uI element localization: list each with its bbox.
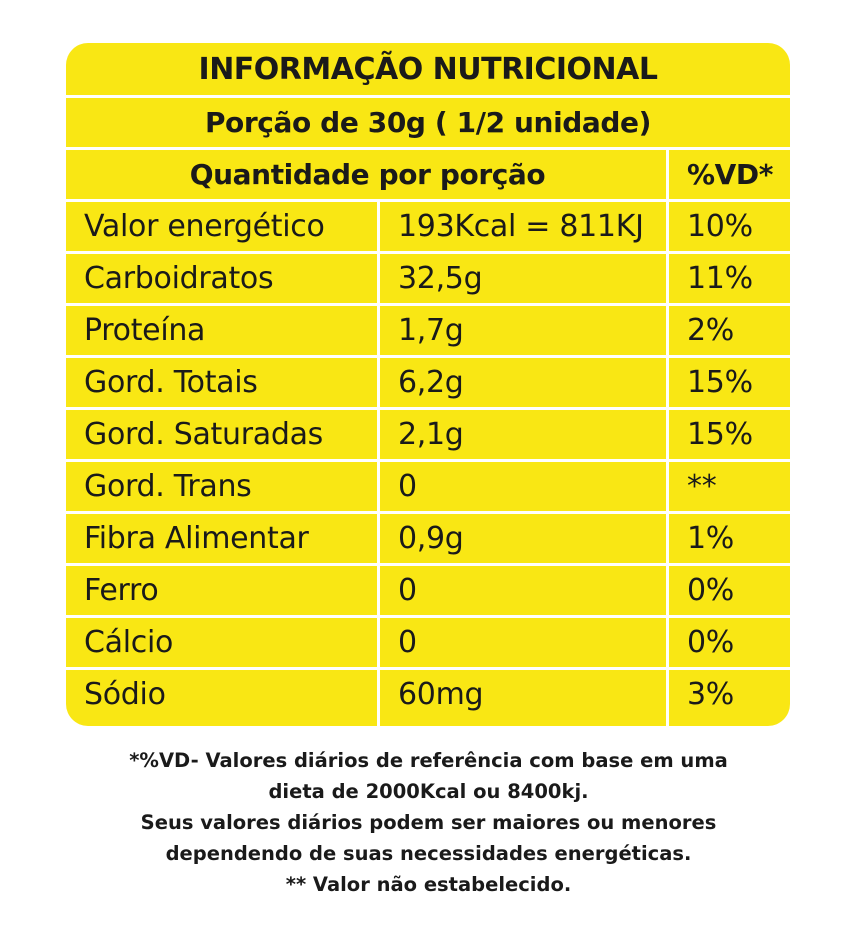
footnote-line: dependendo de suas necessidades energéti… <box>165 842 692 865</box>
nutrient-daily-value: 11% <box>687 261 753 296</box>
nutrient-daily-value: 2% <box>687 313 734 348</box>
table-title-row: INFORMAÇÃO NUTRICIONAL <box>66 43 790 95</box>
table-title: INFORMAÇÃO NUTRICIONAL <box>198 51 658 87</box>
nutrient-quantity: 0,9g <box>398 521 464 556</box>
nutrient-daily-value: 15% <box>687 365 753 400</box>
footnote-line: *%VD- Valores diários de referência com … <box>129 749 728 772</box>
nutrient-quantity: 2,1g <box>398 417 464 452</box>
nutrient-name: Carboidratos <box>84 261 274 296</box>
nutrient-quantity: 60mg <box>398 677 484 712</box>
nutrient-quantity: 193Kcal = 811KJ <box>398 209 644 244</box>
column-divider-qty-vd <box>666 147 669 726</box>
nutrient-quantity: 0 <box>398 625 417 660</box>
nutrient-daily-value: 0% <box>687 625 734 660</box>
table-row: Valor energético 193Kcal = 811KJ 10% <box>66 199 790 251</box>
nutrient-name: Cálcio <box>84 625 174 660</box>
nutrient-daily-value: 0% <box>687 573 734 608</box>
table-row: Ferro 0 0% <box>66 563 790 615</box>
header-vd: %VD* <box>687 158 774 191</box>
table-row: Cálcio 0 0% <box>66 615 790 667</box>
portion-size: Porção de 30g ( 1/2 unidade) <box>204 106 652 139</box>
nutrient-daily-value: 1% <box>687 521 734 556</box>
table-row: Sódio 60mg 3% <box>66 667 790 719</box>
footnote-line: ** Valor não estabelecido. <box>285 873 572 896</box>
nutrient-name: Fibra Alimentar <box>84 521 309 556</box>
nutrient-name: Ferro <box>84 573 159 608</box>
column-divider-name-qty <box>377 199 380 726</box>
table-row: Carboidratos 32,5g 11% <box>66 251 790 303</box>
nutrient-name: Gord. Saturadas <box>84 417 324 452</box>
nutrient-quantity: 0 <box>398 469 417 504</box>
column-header-row: Quantidade por porção %VD* <box>66 147 790 199</box>
nutrient-daily-value: 3% <box>687 677 734 712</box>
nutrient-name: Proteína <box>84 313 206 348</box>
nutrient-name: Sódio <box>84 677 166 712</box>
nutrient-quantity: 1,7g <box>398 313 464 348</box>
table-row: Gord. Saturadas 2,1g 15% <box>66 407 790 459</box>
table-row: Gord. Totais 6,2g 15% <box>66 355 790 407</box>
nutrient-name: Gord. Totais <box>84 365 258 400</box>
footnote-line: dieta de 2000Kcal ou 8400kj. <box>268 780 589 803</box>
nutrient-daily-value: 15% <box>687 417 753 452</box>
nutrient-daily-value: ** <box>687 469 717 504</box>
table-row: Fibra Alimentar 0,9g 1% <box>66 511 790 563</box>
nutrient-name: Gord. Trans <box>84 469 252 504</box>
nutrient-daily-value: 10% <box>687 209 753 244</box>
table-row: Proteína 1,7g 2% <box>66 303 790 355</box>
footnote-line: Seus valores diários podem ser maiores o… <box>140 811 717 834</box>
nutrient-quantity: 6,2g <box>398 365 464 400</box>
portion-row: Porção de 30g ( 1/2 unidade) <box>66 95 790 147</box>
footnote: *%VD- Valores diários de referência com … <box>0 745 857 900</box>
nutrient-quantity: 0 <box>398 573 417 608</box>
nutrient-name: Valor energético <box>84 209 325 244</box>
nutrient-quantity: 32,5g <box>398 261 483 296</box>
nutrition-facts-table: INFORMAÇÃO NUTRICIONAL Porção de 30g ( 1… <box>66 43 790 726</box>
header-quantity: Quantidade por porção <box>189 158 546 191</box>
table-row: Gord. Trans 0 ** <box>66 459 790 511</box>
